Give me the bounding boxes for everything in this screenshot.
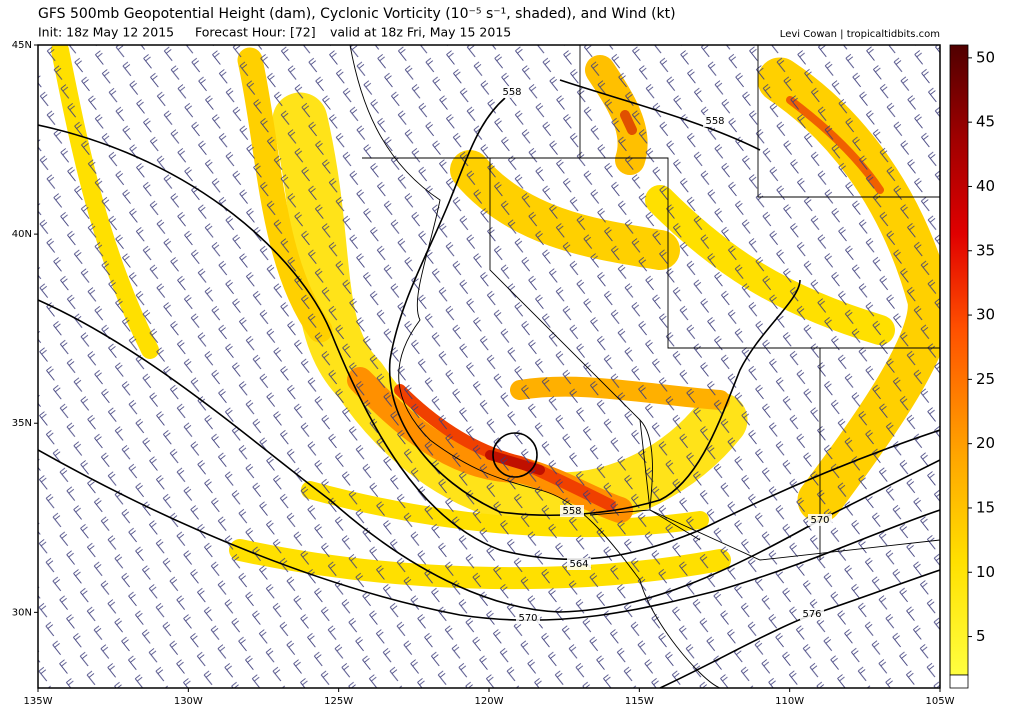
contour-label-bg: [800, 608, 824, 620]
colorbar-label: 40: [976, 177, 995, 195]
colorbar-label: 30: [976, 306, 995, 324]
colorbar-low: [949, 674, 969, 689]
colorbar: [949, 44, 969, 676]
wind-barbs: [38, 45, 940, 688]
contour-label-bg: [703, 115, 727, 127]
contour-label-bg: [560, 505, 584, 517]
contour-label-bg: [808, 514, 832, 526]
valid-time: valid at 18z Fri, May 15 2015: [330, 25, 511, 40]
lat-label: 45N: [12, 40, 32, 51]
contour-label-bg: [500, 86, 524, 98]
init-time: Init: 18z May 12 2015: [38, 25, 174, 40]
colorbar-label: 35: [976, 241, 995, 259]
colorbar-label: 15: [976, 498, 995, 516]
contour-label: 558: [502, 87, 521, 98]
map-area: [38, 45, 940, 688]
lon-label: 135W: [24, 696, 53, 707]
colorbar-label: 45: [976, 113, 995, 131]
lon-label: 125W: [324, 696, 353, 707]
colorbar-label: 50: [976, 48, 995, 66]
height-contours: [38, 79, 940, 688]
contour-label-bg: [567, 558, 591, 570]
contour-label: 570: [810, 515, 829, 526]
forecast-hour: Forecast Hour: [72]: [195, 25, 316, 40]
lon-label: 105W: [926, 696, 955, 707]
colorbar-label: 10: [976, 563, 995, 581]
lat-label: 40N: [12, 229, 32, 240]
contour-label: 570: [518, 613, 537, 624]
contour-label-bg: [516, 612, 540, 624]
contour-label: 576: [802, 609, 821, 620]
colorbar-label: 20: [976, 434, 995, 452]
lon-label: 110W: [775, 696, 804, 707]
contour-label: 558: [562, 506, 581, 517]
title: GFS 500mb Geopotential Height (dam), Cyc…: [38, 6, 676, 22]
contour-label: 564: [569, 559, 588, 570]
lon-label: 115W: [625, 696, 654, 707]
contour-label: 558: [705, 116, 724, 127]
lat-label: 35N: [12, 418, 32, 429]
borders: [349, 45, 940, 688]
colorbar-label: 5: [976, 627, 986, 645]
colorbar-label: 25: [976, 370, 995, 388]
lon-label: 130W: [174, 696, 203, 707]
lat-label: 30N: [12, 607, 32, 618]
lon-label: 120W: [475, 696, 504, 707]
credit: Levi Cowan | tropicaltidbits.com: [780, 29, 940, 40]
